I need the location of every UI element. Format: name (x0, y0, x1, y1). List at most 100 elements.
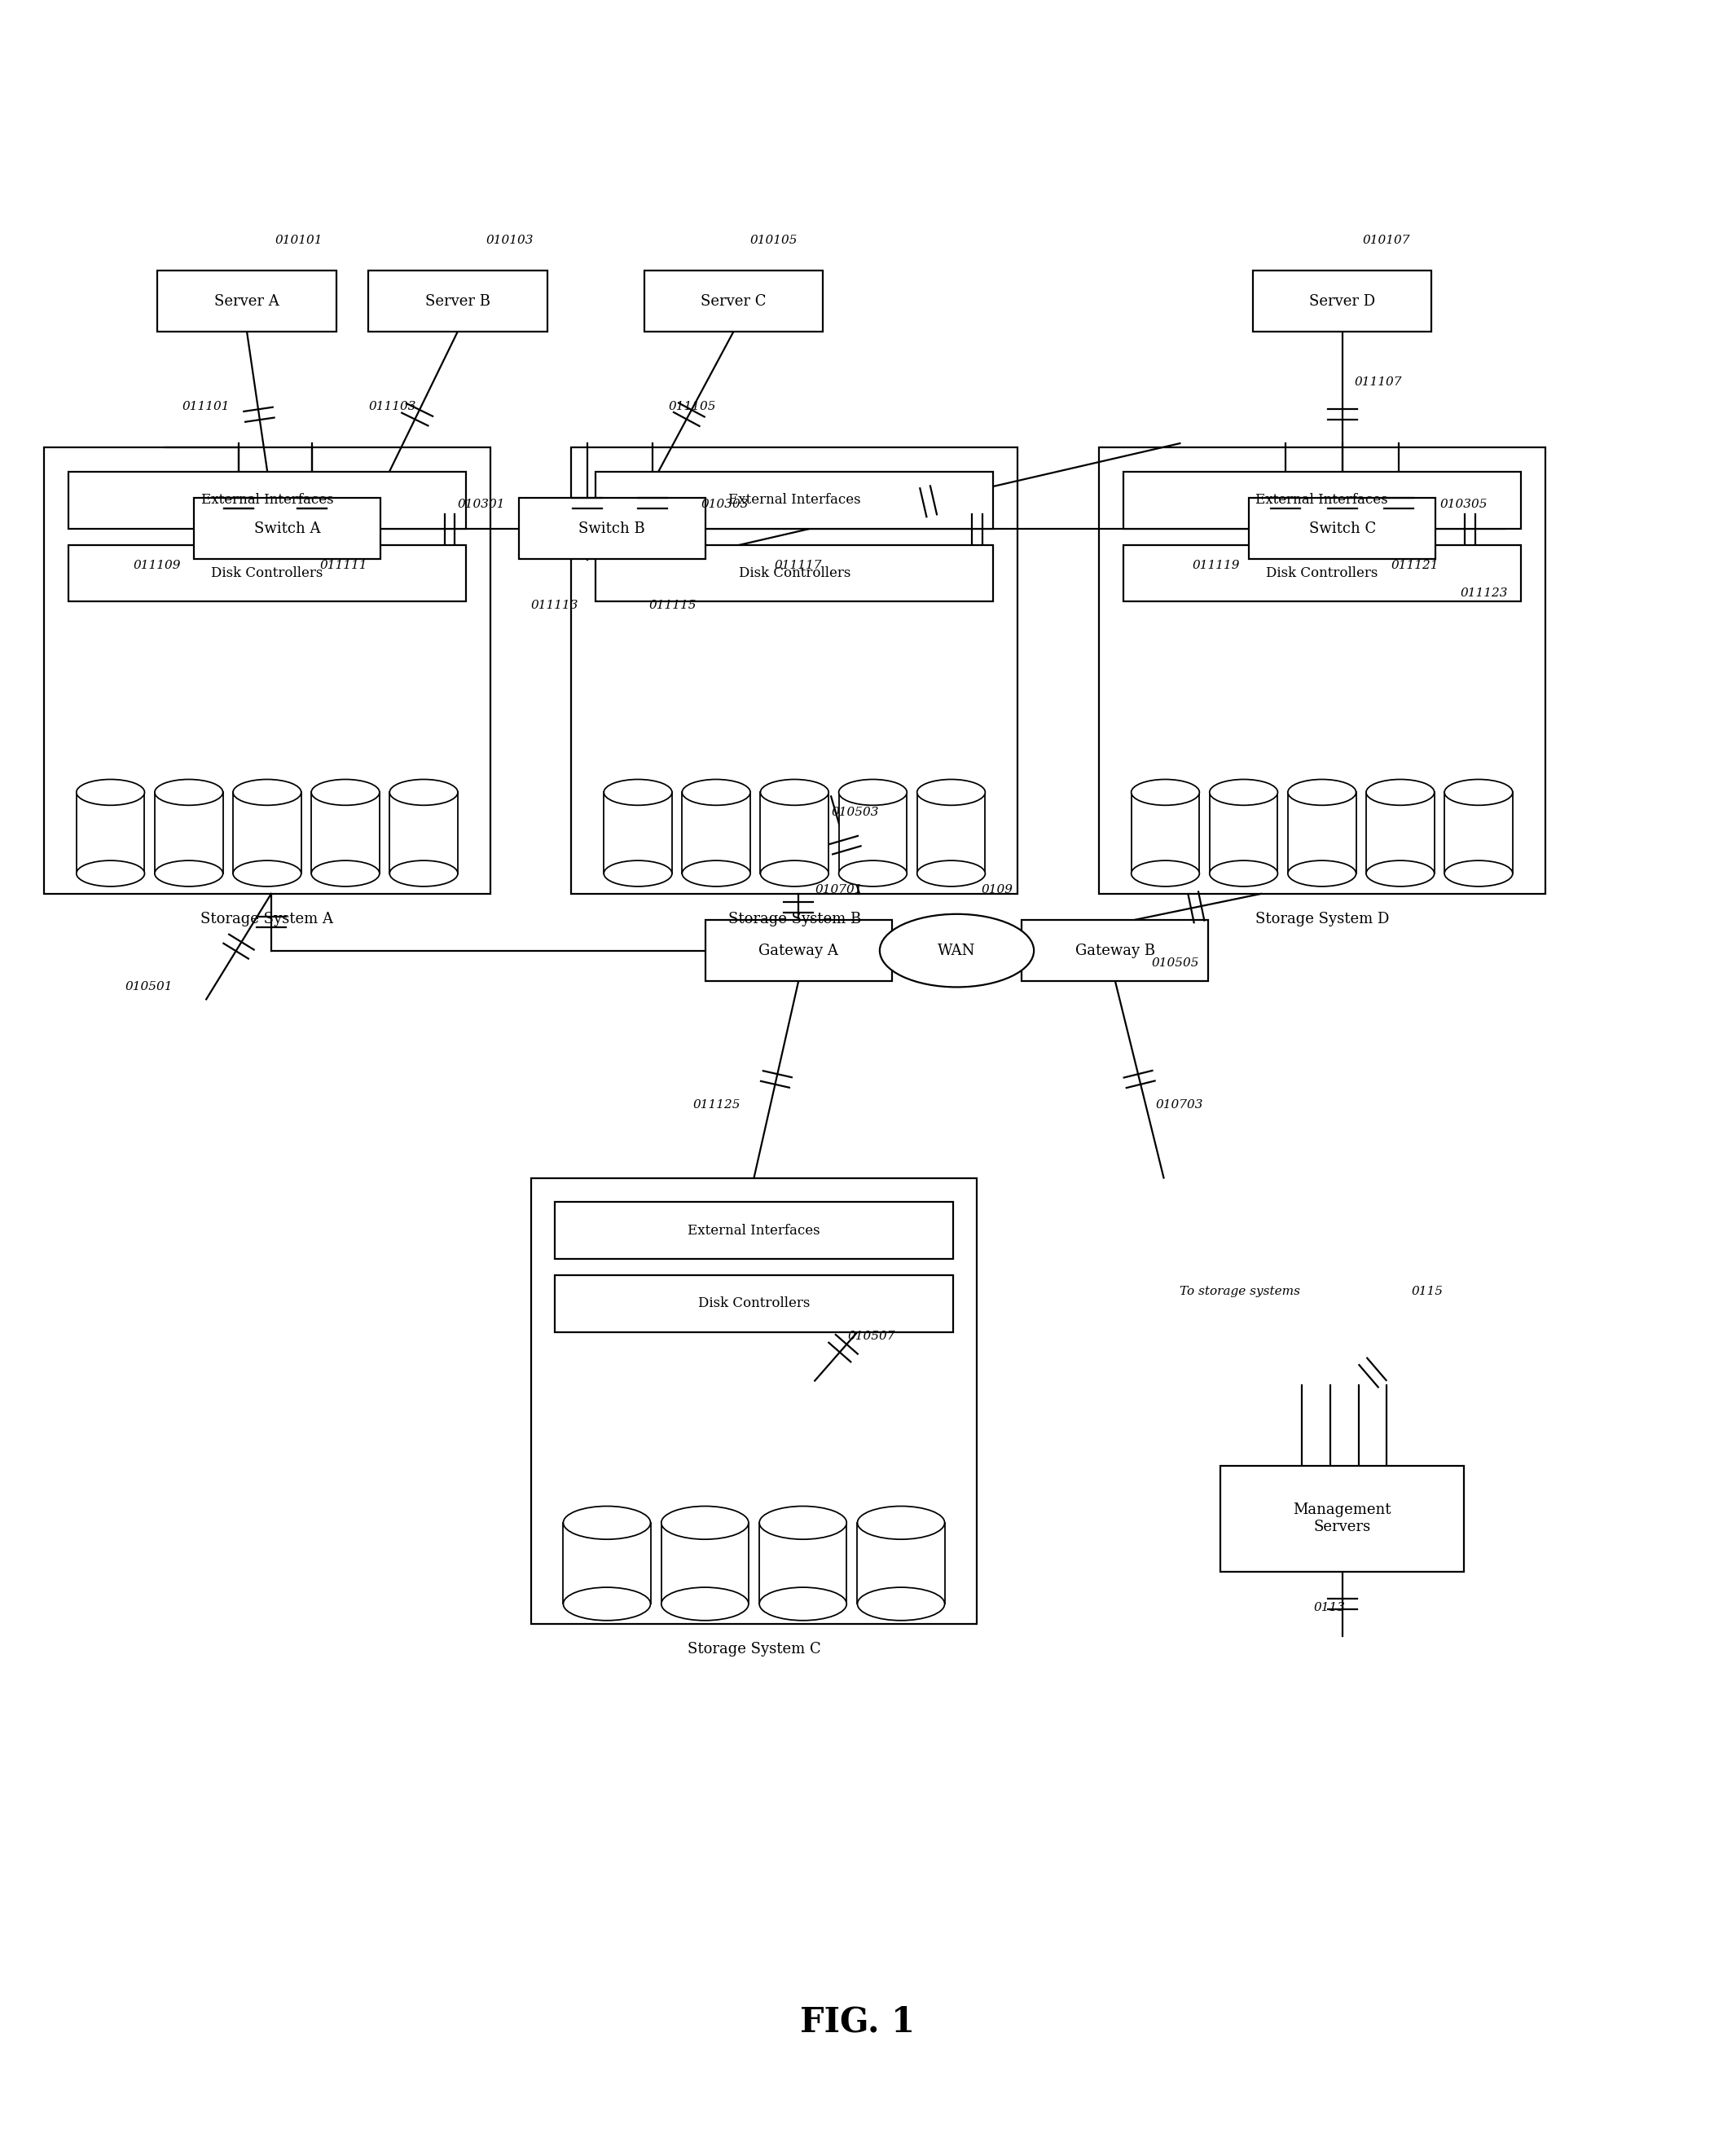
FancyBboxPatch shape (838, 791, 907, 873)
Ellipse shape (154, 860, 223, 886)
Text: 010305: 010305 (1440, 498, 1488, 511)
Text: Storage System A: Storage System A (201, 912, 334, 927)
FancyBboxPatch shape (389, 791, 458, 873)
FancyBboxPatch shape (69, 472, 466, 528)
FancyBboxPatch shape (596, 472, 994, 528)
Text: 011121: 011121 (1390, 558, 1438, 571)
FancyBboxPatch shape (1220, 1466, 1464, 1572)
FancyBboxPatch shape (682, 791, 751, 873)
FancyBboxPatch shape (519, 498, 704, 558)
Ellipse shape (389, 778, 458, 806)
Ellipse shape (759, 1507, 847, 1539)
FancyBboxPatch shape (312, 791, 379, 873)
Text: FIG. 1: FIG. 1 (799, 2005, 915, 2040)
Ellipse shape (564, 1587, 651, 1621)
Ellipse shape (917, 860, 986, 886)
Ellipse shape (312, 860, 379, 886)
Text: 011111: 011111 (321, 558, 367, 571)
Text: Switch C: Switch C (1309, 522, 1376, 537)
FancyBboxPatch shape (1287, 791, 1356, 873)
Ellipse shape (603, 860, 672, 886)
Text: Storage System C: Storage System C (687, 1643, 821, 1656)
Ellipse shape (312, 778, 379, 806)
Ellipse shape (233, 860, 302, 886)
FancyBboxPatch shape (704, 921, 891, 981)
Ellipse shape (662, 1587, 749, 1621)
Ellipse shape (233, 778, 302, 806)
Text: 011125: 011125 (692, 1100, 740, 1110)
FancyBboxPatch shape (564, 1522, 651, 1604)
Text: Gateway A: Gateway A (759, 942, 838, 957)
Text: Server A: Server A (214, 293, 279, 308)
Text: 010303: 010303 (701, 498, 749, 511)
FancyBboxPatch shape (917, 791, 986, 873)
FancyBboxPatch shape (596, 545, 994, 602)
Ellipse shape (564, 1507, 651, 1539)
FancyBboxPatch shape (233, 791, 302, 873)
FancyBboxPatch shape (69, 545, 466, 602)
FancyBboxPatch shape (644, 272, 823, 332)
Text: Management
Servers: Management Servers (1292, 1503, 1392, 1535)
Ellipse shape (761, 860, 828, 886)
Text: 010501: 010501 (125, 981, 173, 992)
Text: 0113: 0113 (1315, 1602, 1345, 1613)
FancyBboxPatch shape (1253, 272, 1431, 332)
FancyBboxPatch shape (154, 791, 223, 873)
FancyBboxPatch shape (761, 791, 828, 873)
Text: 010507: 010507 (847, 1330, 895, 1341)
Text: 010105: 010105 (751, 235, 797, 246)
Text: Switch B: Switch B (579, 522, 644, 537)
Text: 010107: 010107 (1363, 235, 1411, 246)
Text: Gateway B: Gateway B (1075, 942, 1155, 957)
Text: External Interfaces: External Interfaces (728, 494, 860, 507)
Text: 011119: 011119 (1193, 558, 1239, 571)
Ellipse shape (838, 778, 907, 806)
Text: 011117: 011117 (775, 558, 823, 571)
Text: External Interfaces: External Interfaces (1256, 494, 1388, 507)
FancyBboxPatch shape (531, 1177, 977, 1623)
Text: 011107: 011107 (1354, 377, 1402, 388)
Ellipse shape (1287, 860, 1356, 886)
Text: External Interfaces: External Interfaces (687, 1225, 821, 1238)
Ellipse shape (662, 1507, 749, 1539)
Ellipse shape (857, 1507, 944, 1539)
Text: Disk Controllers: Disk Controllers (698, 1296, 811, 1311)
Ellipse shape (759, 1587, 847, 1621)
Text: External Interfaces: External Interfaces (201, 494, 333, 507)
FancyBboxPatch shape (1131, 791, 1200, 873)
Text: Disk Controllers: Disk Controllers (211, 567, 322, 580)
FancyBboxPatch shape (571, 448, 1018, 895)
Ellipse shape (682, 778, 751, 806)
Ellipse shape (1287, 778, 1356, 806)
Ellipse shape (917, 778, 986, 806)
FancyBboxPatch shape (1366, 791, 1435, 873)
Ellipse shape (77, 778, 144, 806)
Text: 011103: 011103 (369, 401, 417, 412)
FancyBboxPatch shape (1022, 921, 1208, 981)
Text: 010101: 010101 (276, 235, 322, 246)
Text: 0115: 0115 (1411, 1285, 1443, 1298)
FancyBboxPatch shape (555, 1203, 953, 1259)
Text: 011105: 011105 (668, 401, 716, 412)
Ellipse shape (603, 778, 672, 806)
FancyBboxPatch shape (1123, 545, 1520, 602)
FancyBboxPatch shape (857, 1522, 944, 1604)
Text: 011115: 011115 (648, 599, 696, 612)
FancyBboxPatch shape (77, 791, 144, 873)
FancyBboxPatch shape (1123, 472, 1520, 528)
Text: WAN: WAN (938, 942, 975, 957)
Text: Storage System B: Storage System B (728, 912, 860, 927)
FancyBboxPatch shape (1445, 791, 1513, 873)
FancyBboxPatch shape (194, 498, 381, 558)
Text: 010505: 010505 (1152, 957, 1200, 968)
Text: Storage System D: Storage System D (1255, 912, 1388, 927)
Ellipse shape (761, 778, 828, 806)
FancyBboxPatch shape (45, 448, 490, 895)
Ellipse shape (1366, 860, 1435, 886)
Text: Disk Controllers: Disk Controllers (739, 567, 850, 580)
Text: Server B: Server B (425, 293, 490, 308)
Text: 010703: 010703 (1155, 1100, 1203, 1110)
FancyBboxPatch shape (603, 791, 672, 873)
FancyBboxPatch shape (1210, 791, 1277, 873)
FancyBboxPatch shape (158, 272, 336, 332)
